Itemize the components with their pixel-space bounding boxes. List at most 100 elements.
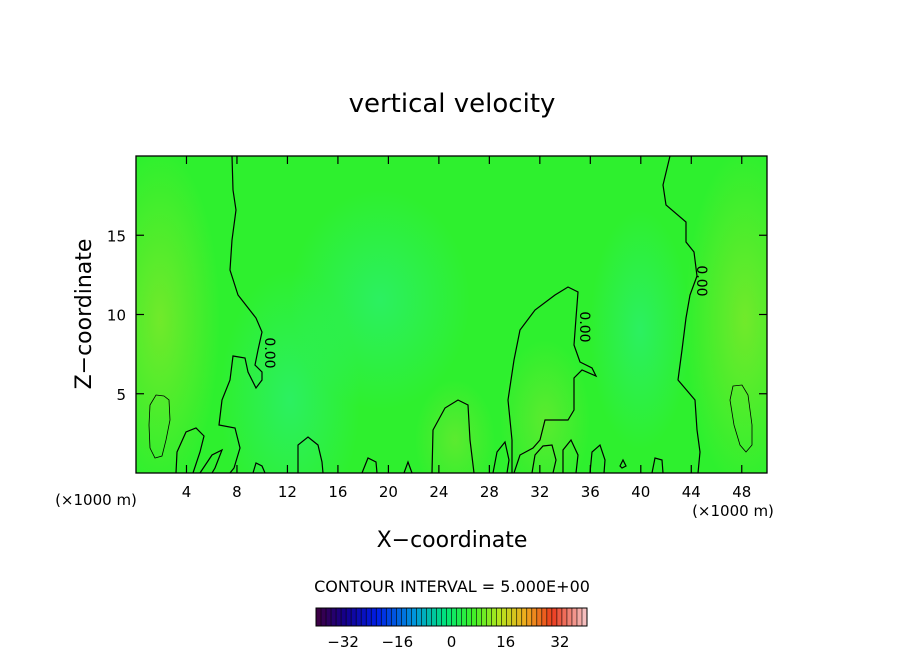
colorbar-segment <box>456 608 462 626</box>
y-tick-label: 15 <box>107 227 126 245</box>
contour-line <box>361 457 378 473</box>
colorbar-segment <box>396 608 402 626</box>
colorbar-segment <box>461 608 467 626</box>
colorbar-tick-label: −16 <box>381 633 413 651</box>
colorbar-segment <box>516 608 522 626</box>
colorbar-segment <box>386 608 392 626</box>
colorbar-segment <box>336 608 342 626</box>
colorbar-segment <box>406 608 412 626</box>
x-unit-label-left: (×1000 m) <box>55 491 137 509</box>
colorbar-segment <box>451 608 457 626</box>
colorbar-tick-label: −32 <box>327 633 359 651</box>
x-tick-label: 48 <box>732 483 751 501</box>
cool-region <box>290 190 470 410</box>
contour-line <box>148 394 171 459</box>
colorbar-segment <box>526 608 532 626</box>
colorbar-segment <box>446 608 452 626</box>
contour-line <box>252 462 266 473</box>
colorbar-segment <box>351 608 357 626</box>
colorbar-segment <box>561 608 567 626</box>
colorbar-segment <box>501 608 507 626</box>
contour-line <box>492 440 510 473</box>
x-tick-label: 44 <box>682 483 701 501</box>
contour-line <box>531 444 557 473</box>
colorbar-segment <box>571 608 577 626</box>
colorbar-segment <box>321 608 327 626</box>
x-tick-label: 20 <box>379 483 398 501</box>
x-tick-label: 12 <box>278 483 297 501</box>
colorbar-segment <box>421 608 427 626</box>
x-tick-label: 28 <box>480 483 499 501</box>
contour-line <box>562 438 579 473</box>
contour-label: 0.00 <box>576 311 592 342</box>
contour-line <box>619 458 627 469</box>
x-tick-label: 36 <box>581 483 600 501</box>
colorbar-frame <box>315 607 588 627</box>
x-unit-label-right: (×1000 m) <box>692 502 774 520</box>
contour-line <box>651 457 664 473</box>
contour-lines <box>148 156 753 473</box>
colorbar-segment <box>431 608 437 626</box>
contour-line <box>175 427 205 473</box>
x-tick-label: 16 <box>328 483 347 501</box>
colorbar-segment <box>331 608 337 626</box>
cool-region <box>590 210 690 450</box>
colorbar-segment <box>471 608 477 626</box>
x-tick-label: 4 <box>182 483 192 501</box>
chart-title: vertical velocity <box>349 89 556 119</box>
colorbar-tick-labels: −32 −16 0 16 32 <box>327 633 569 651</box>
contour-labels: 0.00 0.00 0.00 <box>261 265 709 368</box>
colorbar-segment <box>416 608 422 626</box>
colorbar-segment <box>366 608 372 626</box>
colorbar-segment <box>376 608 382 626</box>
colorbar-segment <box>566 608 572 626</box>
colorbar-segment <box>556 608 562 626</box>
y-tick-label: 5 <box>116 386 126 404</box>
contour-label: 0.00 <box>693 265 709 296</box>
contour-line <box>431 399 475 473</box>
contour-line <box>199 448 224 473</box>
colorbar-segment <box>511 608 517 626</box>
x-axis-ticks: 4 8 12 16 20 24 28 32 36 40 44 48 <box>182 156 751 501</box>
contour-line <box>297 436 324 473</box>
x-tick-label: 32 <box>530 483 549 501</box>
contour-line <box>662 156 701 473</box>
warm-region <box>500 340 590 473</box>
contour-line <box>403 460 413 473</box>
colorbar <box>315 608 587 626</box>
colorbar-segment <box>506 608 512 626</box>
contour-line <box>729 384 753 453</box>
plot-area: 0.00 0.00 0.00 <box>136 156 767 473</box>
contour-line <box>507 286 598 473</box>
contour-line <box>218 156 263 473</box>
x-tick-label: 40 <box>631 483 650 501</box>
colorbar-segment <box>401 608 407 626</box>
warm-region <box>415 380 495 473</box>
colorbar-segment <box>371 608 377 626</box>
colorbar-segment <box>521 608 527 626</box>
colorbar-tick-label: 32 <box>550 633 569 651</box>
colorbar-segment <box>356 608 362 626</box>
colorbar-segment <box>576 608 582 626</box>
x-axis-label: X−coordinate <box>377 528 528 553</box>
contour-interval-label: CONTOUR INTERVAL = 5.000E+00 <box>314 577 590 596</box>
colorbar-segment <box>541 608 547 626</box>
colorbar-segment <box>466 608 472 626</box>
colorbar-segment <box>481 608 487 626</box>
colorbar-tick-label: 0 <box>447 633 457 651</box>
colorbar-segment <box>496 608 502 626</box>
y-tick-label: 10 <box>107 307 126 325</box>
x-tick-label: 24 <box>429 483 448 501</box>
warm-region <box>136 156 220 473</box>
colorbar-segment <box>551 608 557 626</box>
y-axis-label: Z−coordinate <box>72 239 97 390</box>
colorbar-segment <box>341 608 347 626</box>
colorbar-segment <box>391 608 397 626</box>
colorbar-segment <box>486 608 492 626</box>
colorbar-segment <box>476 608 482 626</box>
colorbar-segment <box>326 608 332 626</box>
colorbar-segment <box>546 608 552 626</box>
warm-region <box>685 156 767 473</box>
x-tick-label: 8 <box>232 483 242 501</box>
